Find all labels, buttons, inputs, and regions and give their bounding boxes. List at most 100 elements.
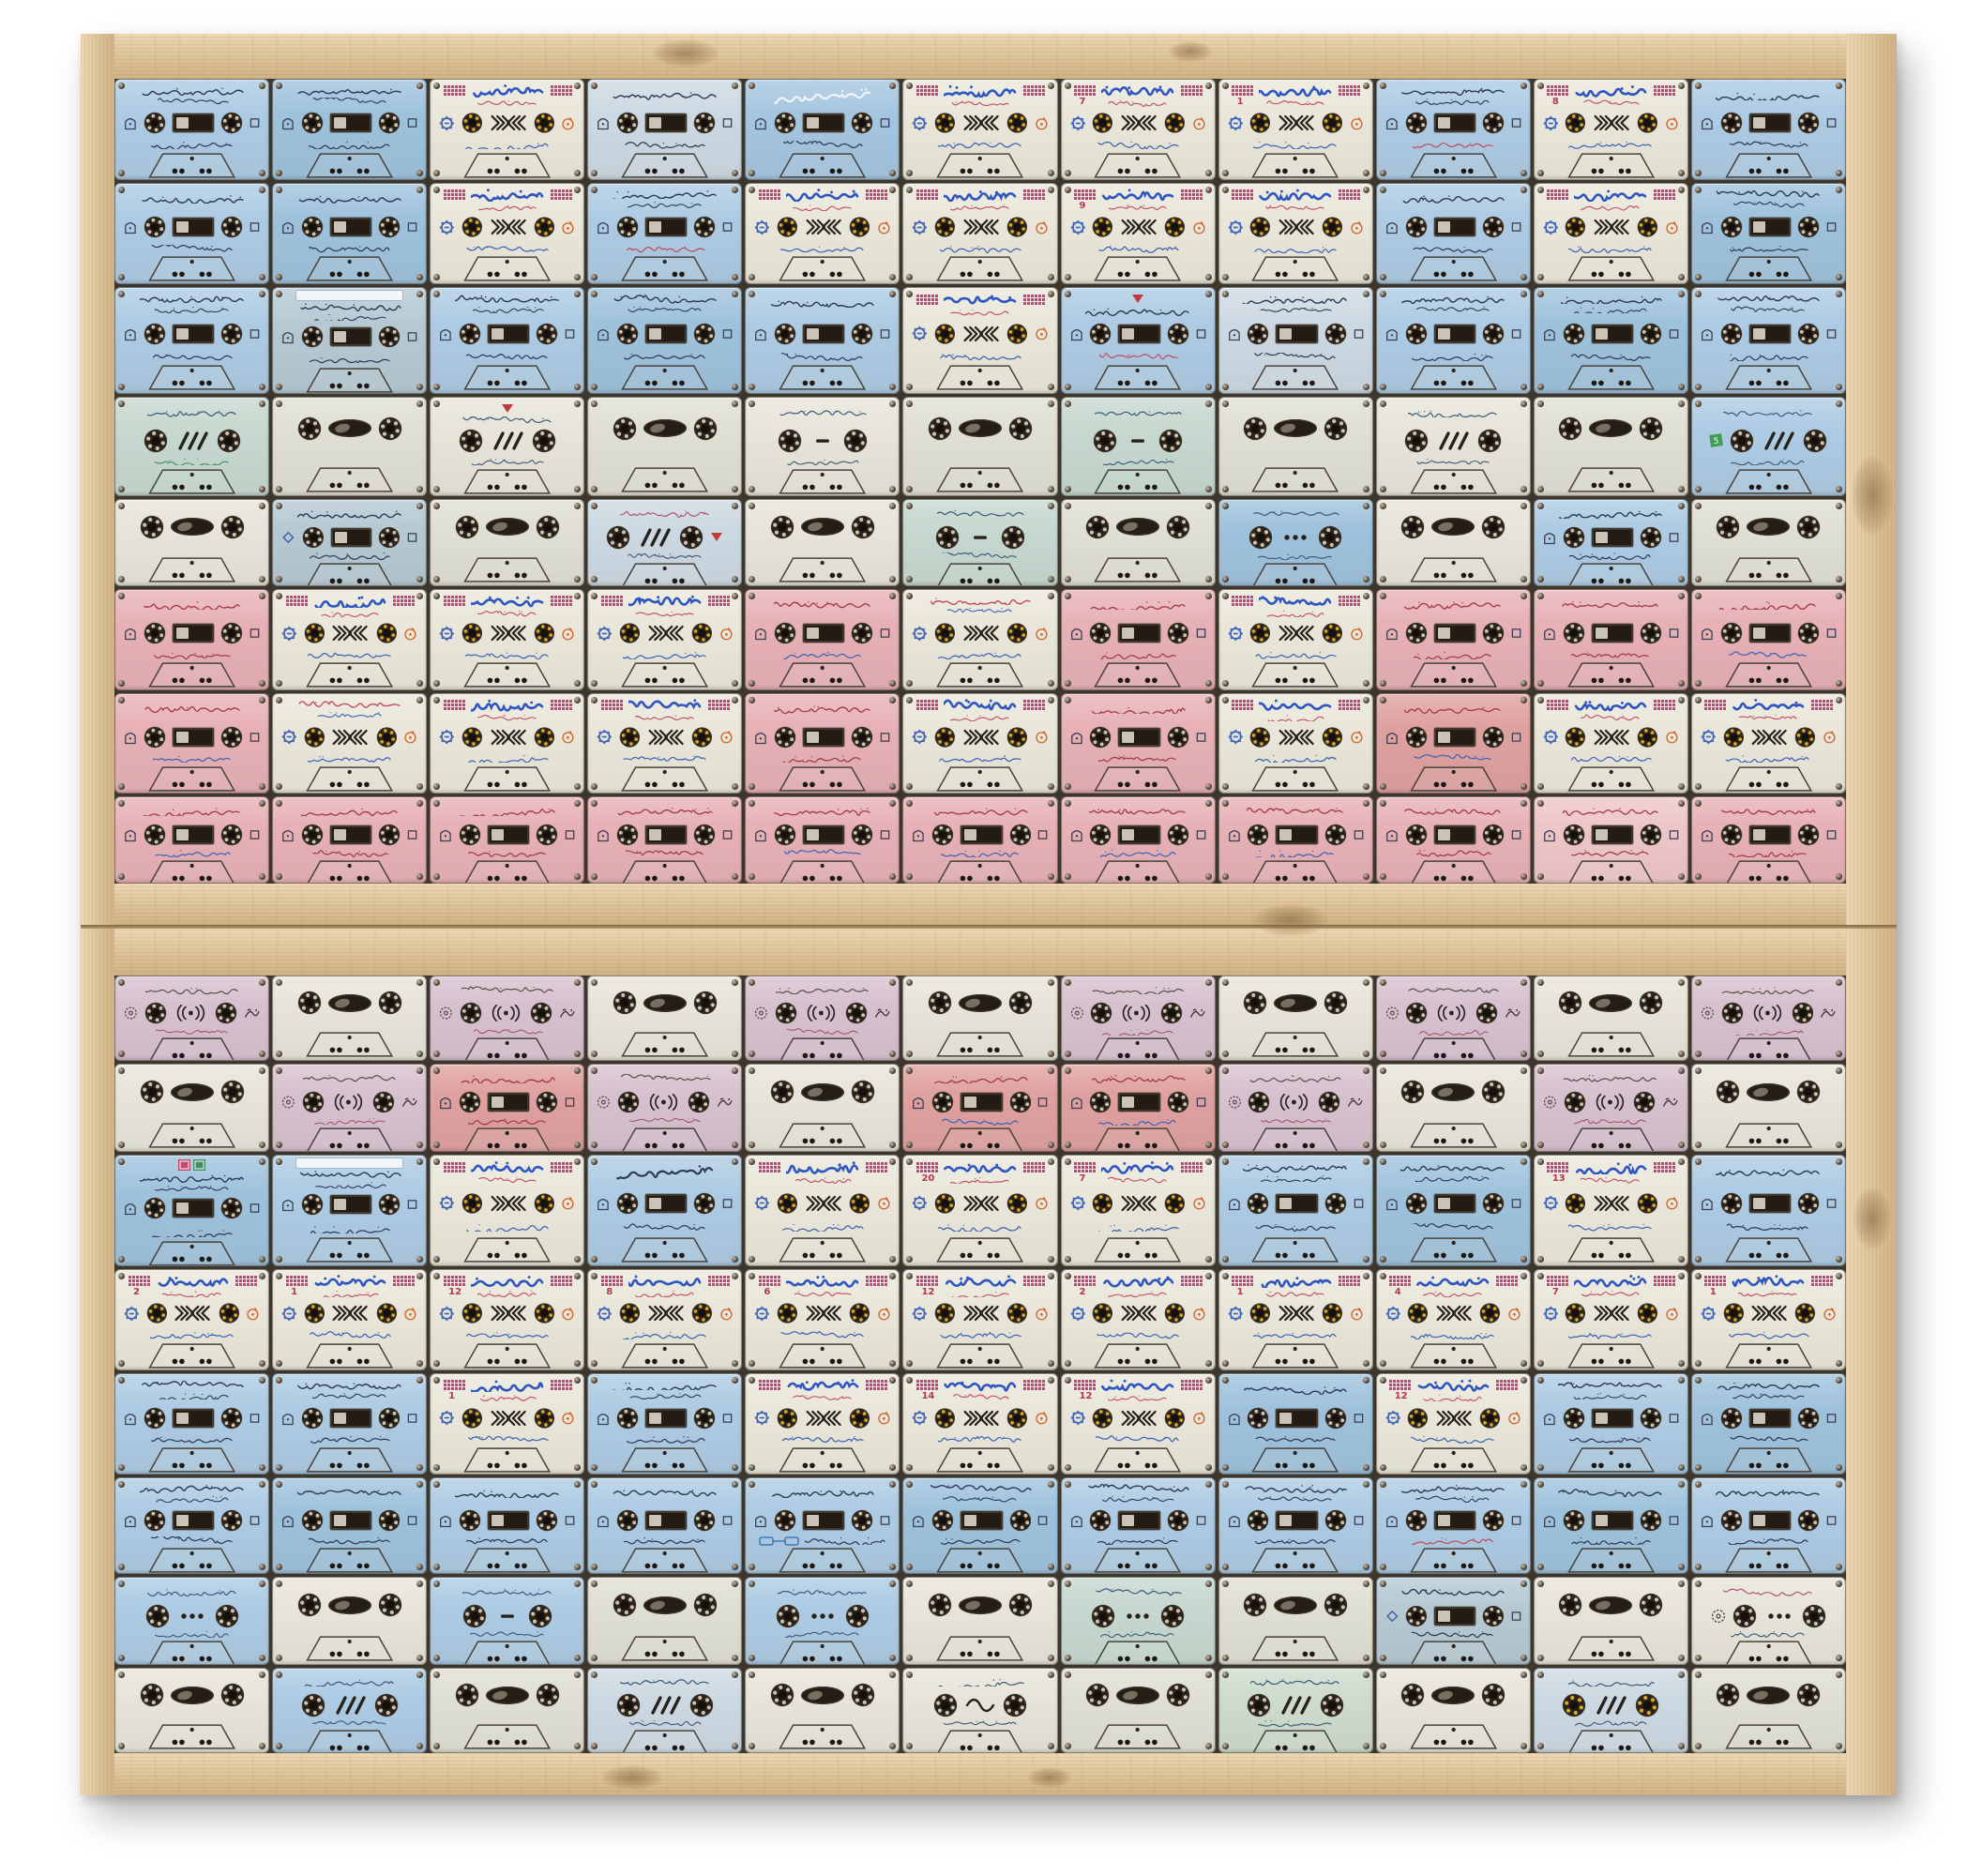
pink-block-icon [1546,188,1569,201]
arch-icon [282,331,294,343]
screw-icon [1677,1654,1685,1661]
screw-icon [574,186,582,193]
screw-icon [591,1743,598,1749]
screw-icon [1836,873,1842,880]
arabic-text-squiggle [1260,1174,1332,1182]
base-plate-icon [1251,1636,1339,1661]
screw-icon [1221,592,1229,599]
screw-icon [416,186,424,193]
reel-hub-icon [376,727,397,748]
screw-icon [1221,1743,1229,1749]
triple-slash-icon [1281,1696,1311,1715]
label-header [439,697,575,722]
screw-icon [118,592,125,599]
screw-icon [1362,486,1369,492]
screw-icon [889,1255,897,1263]
screw-icon [889,575,897,582]
screw-icon [1536,1481,1544,1489]
pink-block-icon [757,1379,780,1392]
reel-hub-icon [144,216,166,238]
reel-hub-icon [1243,1594,1267,1617]
arch-icon [1385,732,1398,744]
pink-block-icon [1073,188,1097,201]
cassette-base-plate [754,539,890,582]
arabic-text-squiggle [1732,698,1805,711]
base-plate-icon [306,662,393,688]
pink-block-icon [1231,188,1254,201]
arabic-text-squiggle [146,410,236,417]
cassette-base-plate [281,367,417,393]
cassette-c [114,499,270,586]
circle-i-icon [1035,1197,1048,1210]
wood-rail-left [81,929,114,1795]
reel-hub-icon [613,991,637,1015]
reel-hub-icon [613,416,637,441]
reel-hub-icon [536,515,559,538]
arabic-text-squiggle [785,189,859,202]
cassette-b [114,79,270,180]
screw-icon [433,592,441,599]
octagon-star-icon [1228,729,1243,745]
arabic-text-squiggle [467,1118,546,1126]
screw-icon [259,1051,266,1058]
pink-block-icon [1338,1274,1361,1287]
pink-block-icon [1546,698,1569,711]
cassette-m: 13 [1533,1154,1688,1266]
screw-icon [574,384,582,391]
label-header: 2 [1070,1273,1206,1298]
small-square-icon [1196,830,1205,840]
arabic-text-squiggle [787,460,859,466]
screw-icon [259,1671,266,1678]
screw-icon [1204,1141,1212,1148]
screw-icon [889,800,897,808]
screw-icon [1047,1051,1054,1058]
cassette-base-plate [1543,1547,1679,1574]
base-plate-icon [1409,1343,1497,1369]
screw-icon [433,575,441,582]
reel-hub-icon [378,216,401,238]
label-header [124,979,260,1001]
screw-icon [1694,696,1702,704]
circle-i-icon [1035,116,1048,130]
cassette-m: 1 [1218,79,1373,180]
arabic-text-squiggle [1402,195,1505,204]
screw-icon [433,503,441,509]
reel-hub-icon [1249,217,1271,237]
screw-icon [889,696,897,704]
arabic-text-squiggle [143,601,240,611]
cassette-m: 12 [1060,1372,1216,1475]
cassette-b [1533,286,1688,395]
screw-icon [1536,696,1544,704]
pink-block-icon [442,594,465,607]
screw-icon [574,401,582,408]
arabic-text-squiggle [465,1332,549,1339]
chevrons-icon [1751,729,1787,745]
screw-icon [1677,1464,1685,1472]
reel-hub-icon [1090,622,1112,644]
base-plate-icon [936,152,1024,178]
base-plate-icon [779,1343,867,1369]
octagon-star-icon [912,1306,928,1322]
reel-hub-icon [1166,515,1190,538]
screw-icon [1677,783,1685,791]
cassette-grid-bottom: 20 7 13 2 1 12 8 6 12 2 1 4 7 1 1 14 12 12 [114,976,1846,1753]
label-header [124,401,260,426]
base-plate-icon [779,365,867,390]
reel-hub-icon [146,1303,167,1324]
screw-icon [259,1157,266,1165]
cassette-base-plate [754,152,890,179]
base-plate-icon [1725,766,1812,792]
circle-i-icon [562,1412,574,1425]
arch-icon [598,1515,610,1527]
cassette-b [1375,1577,1531,1665]
screw-icon [1520,1051,1527,1058]
screw-icon [118,486,125,492]
cassette-base-plate [1385,1342,1521,1369]
screw-icon [1836,1067,1842,1075]
cassette-m [272,692,428,794]
circle-i-icon [1035,1412,1048,1425]
arabic-text-squiggle [152,354,233,361]
screw-icon [433,783,441,791]
reel-hub-icon [1408,1407,1429,1429]
tape-window-icon [1748,324,1791,343]
